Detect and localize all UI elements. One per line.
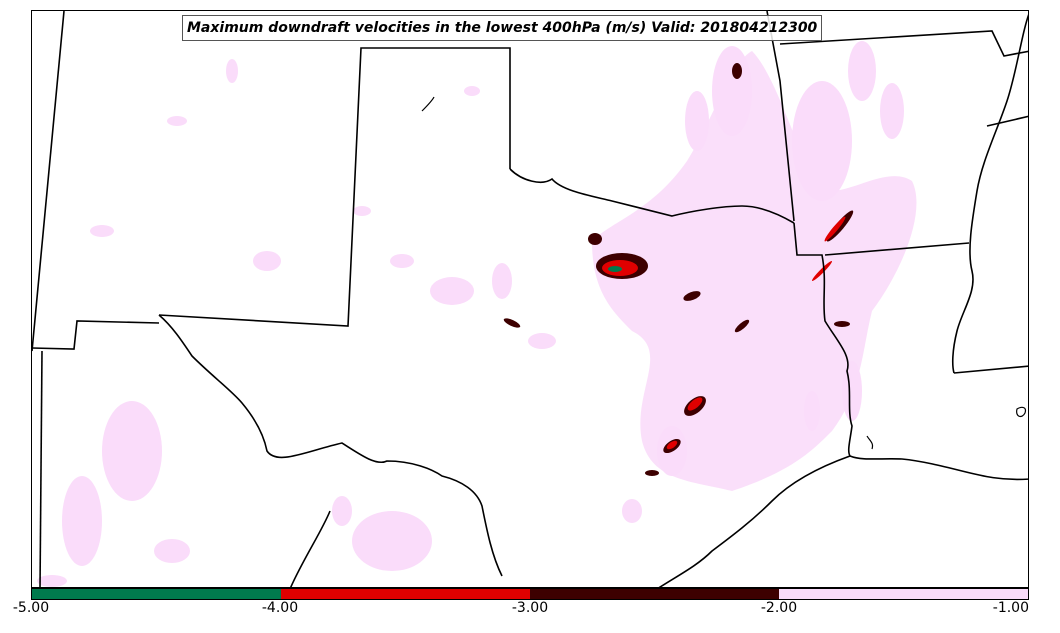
colorbar-bin-3 [530, 589, 779, 599]
colorbar-bin-4 [779, 589, 1028, 599]
colorbar [31, 588, 1029, 600]
colorbar-tick-label: -3.00 [511, 600, 549, 616]
colorbar-bin-2 [281, 589, 530, 599]
colorbar-tick-label: -1.00 [992, 600, 1029, 616]
colorbar-tick-label: -5.00 [12, 600, 50, 616]
political-boundaries [32, 11, 1028, 587]
map-canvas [32, 11, 1028, 587]
colorbar-tick-label: -4.00 [261, 600, 299, 616]
downdraft-field-extreme [608, 266, 622, 272]
lakes [421, 96, 1027, 450]
map-title: Maximum downdraft velocities in the lowe… [182, 15, 823, 41]
map-panel [31, 10, 1029, 588]
downdraft-field-weak [37, 41, 917, 587]
colorbar-bin-1 [32, 589, 281, 599]
colorbar-tick-label: -2.00 [760, 600, 798, 616]
